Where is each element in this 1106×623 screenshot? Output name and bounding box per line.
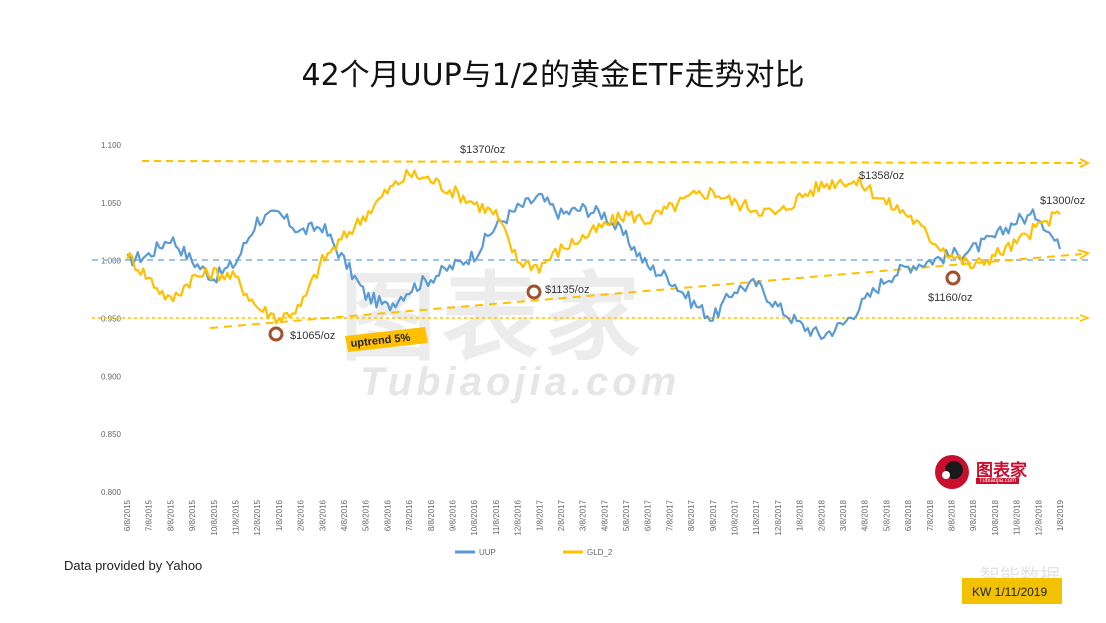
x-tick-label: 4/8/2016 (340, 499, 349, 531)
price-label: $1065/oz (290, 330, 335, 342)
x-tick-label: 9/8/2015 (188, 499, 197, 531)
x-tick-label: 8/8/2015 (166, 499, 175, 531)
x-tick-label: 11/8/2016 (492, 499, 501, 535)
price-label: $1135/oz (545, 284, 589, 296)
x-tick-label: 10/8/2017 (731, 499, 740, 535)
y-tick-label: 0.950 (101, 315, 122, 324)
credit-badge: KW 1/11/2019 (962, 578, 1062, 604)
x-tick-label: 1/8/2018 (796, 499, 805, 531)
x-tick-label: 10/8/2018 (991, 499, 1000, 535)
x-tick-label: 8/8/2018 (948, 499, 957, 531)
x-tick-label: 10/8/2015 (210, 499, 219, 535)
x-tick-label: 6/8/2018 (904, 499, 913, 531)
x-tick-label: 2/8/2016 (297, 499, 306, 531)
price-label: $1300/oz (1040, 195, 1085, 207)
x-tick-label: 9/8/2016 (448, 499, 457, 531)
y-axis: 0.800 0.850 0.900 0.950 1.000 1.050 1.100 (101, 141, 122, 497)
logo-head-icon (935, 455, 969, 489)
x-tick-label: 1/8/2017 (535, 499, 544, 531)
x-tick-label: 7/8/2015 (145, 499, 154, 531)
y-tick-label: 0.800 (101, 488, 122, 497)
x-tick-label: 9/8/2018 (969, 499, 978, 531)
x-tick-label: 2/8/2017 (557, 499, 566, 531)
x-tick-label: 6/8/2017 (644, 499, 653, 531)
price-marker (526, 284, 542, 300)
data-source-note: Data provided by Yahoo (64, 558, 203, 573)
logo-name: 图表家 (976, 461, 1027, 481)
x-tick-label: 11/8/2018 (1013, 499, 1022, 535)
x-tick-label: 1/8/2016 (275, 499, 284, 531)
x-tick-label: 2/8/2018 (817, 499, 826, 531)
x-axis: 6/8/2015 7/8/2015 8/8/2015 9/8/2015 10/8/201… (123, 499, 1065, 535)
uptrend-line (209, 253, 1083, 329)
x-tick-label: 6/8/2015 (123, 499, 132, 531)
x-tick-label: 11/8/2015 (231, 499, 240, 535)
x-tick-label: 3/8/2016 (318, 499, 327, 531)
x-tick-label: 5/8/2016 (362, 499, 371, 531)
logo-subname: Tubiaojia.com (976, 478, 1020, 484)
x-tick-label: 10/8/2016 (470, 499, 479, 535)
x-tick-label: 12/8/2017 (774, 499, 783, 535)
x-tick-label: 12/8/2015 (253, 499, 262, 535)
price-label: $1358/oz (859, 170, 904, 182)
legend: UUP GLD_2 (455, 548, 613, 557)
price-marker (268, 326, 284, 342)
resistance-line (141, 160, 1083, 164)
series-line-uup (126, 192, 1062, 340)
chart-title: 42个月UUP与1/2的黄金ETF走势对比 (301, 58, 805, 93)
y-tick-label: 1.050 (101, 199, 122, 208)
y-tick-label: 1.100 (101, 141, 122, 150)
brand-logo: 图表家 Tubiaojia.com (932, 452, 1062, 494)
x-tick-label: 4/8/2018 (861, 499, 870, 531)
series-line-gld-2 (125, 169, 1061, 325)
legend-label: GLD_2 (587, 548, 613, 557)
x-tick-label: 9/8/2017 (709, 499, 718, 531)
x-tick-label: 12/8/2016 (514, 499, 523, 535)
x-tick-label: 7/8/2017 (665, 499, 674, 531)
x-tick-label: 3/8/2017 (579, 499, 588, 531)
uptrend-arrow (1077, 249, 1091, 260)
x-tick-label: 5/8/2018 (882, 499, 891, 531)
x-tick-label: 4/8/2017 (600, 499, 609, 531)
series-lines (125, 169, 1062, 340)
watermark-subtext: Tubiaojia.com (360, 360, 681, 404)
resistance-arrow (1079, 158, 1091, 168)
y-tick-label: 0.900 (101, 372, 122, 381)
price-marker (945, 270, 961, 286)
x-tick-label: 7/8/2018 (926, 499, 935, 531)
x-tick-label: 11/8/2017 (752, 499, 761, 535)
support-arrow (1079, 314, 1091, 322)
annotations: $1370/oz $1358/oz $1300/oz $1135/oz $1065/oz… (268, 144, 1085, 352)
price-label: $1160/oz (928, 292, 972, 304)
uptrend-badge (345, 327, 428, 352)
x-tick-label: 5/8/2017 (622, 499, 631, 531)
y-tick-label: 1.000 (101, 257, 122, 266)
x-tick-label: 1/8/2019 (1056, 499, 1065, 531)
legend-label: UUP (479, 548, 496, 557)
price-label: $1370/oz (460, 144, 505, 156)
x-tick-label: 3/8/2018 (839, 499, 848, 531)
x-tick-label: 7/8/2016 (405, 499, 414, 531)
x-tick-label: 12/8/2018 (1034, 499, 1043, 535)
x-tick-label: 8/8/2017 (687, 499, 696, 531)
guide-lines (92, 158, 1091, 329)
x-tick-label: 8/8/2016 (427, 499, 436, 531)
y-tick-label: 0.850 (101, 430, 122, 439)
x-tick-label: 6/8/2016 (383, 499, 392, 531)
